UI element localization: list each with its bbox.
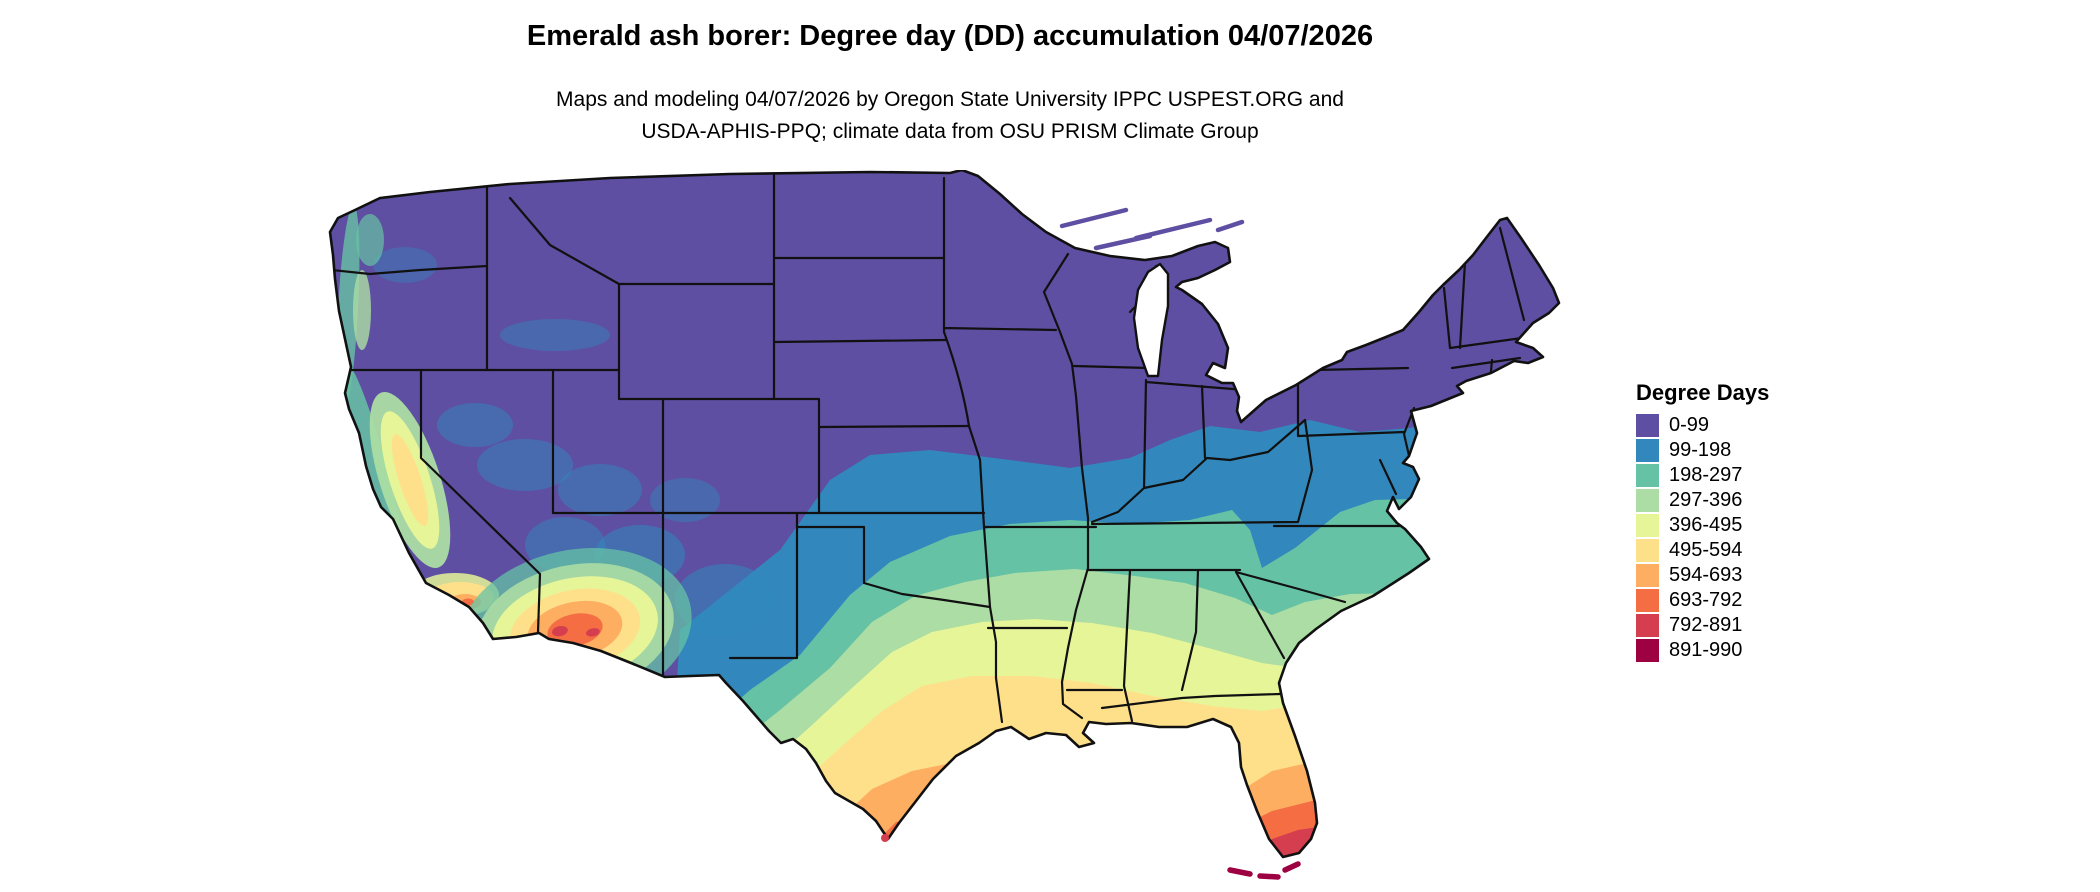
legend-swatch bbox=[1636, 564, 1659, 587]
us-outline bbox=[328, 168, 1561, 859]
legend-swatch bbox=[1636, 414, 1659, 437]
south-texas-hot-spot bbox=[881, 834, 889, 842]
canadian-shoreline-slivers bbox=[1059, 207, 1245, 251]
lake-michigan bbox=[1132, 262, 1170, 378]
legend-entry: 792-891 bbox=[1636, 613, 1769, 638]
california-central-valley bbox=[369, 392, 451, 568]
legend-label: 0-99 bbox=[1669, 414, 1710, 436]
us-map-container bbox=[310, 168, 1595, 885]
subtitle-line-1: Maps and modeling 04/07/2026 by Oregon S… bbox=[556, 88, 1344, 111]
band-693-792 bbox=[842, 798, 1559, 857]
legend-entry: 198-297 bbox=[1636, 463, 1769, 488]
us-degree-day-map bbox=[328, 168, 1561, 880]
page-title: Emerald ash borer: Degree day (DD) accum… bbox=[526, 20, 1374, 52]
legend-swatch bbox=[1636, 614, 1659, 637]
legend-swatch bbox=[1636, 639, 1659, 662]
legend-entry: 594-693 bbox=[1636, 563, 1769, 588]
legend-label: 792-891 bbox=[1669, 614, 1743, 636]
map-subtitle: Maps and modeling 04/07/2026 by Oregon S… bbox=[0, 84, 1900, 148]
legend-swatch bbox=[1636, 539, 1659, 562]
subtitle-line-2: USDA-APHIS-PPQ; climate data from OSU PR… bbox=[641, 120, 1259, 143]
legend-label: 594-693 bbox=[1669, 564, 1743, 586]
legend-label: 891-990 bbox=[1669, 639, 1743, 661]
legend-swatch bbox=[1636, 489, 1659, 512]
state-borders-west bbox=[330, 173, 992, 677]
legend-label: 198-297 bbox=[1669, 464, 1743, 486]
legend-swatch bbox=[1636, 464, 1659, 487]
legend-entry: 495-594 bbox=[1636, 538, 1769, 563]
legend-entry: 297-396 bbox=[1636, 488, 1769, 513]
legend-rows: 0-99 99-198 198-297 297-396 396-495 495-594 59… bbox=[1636, 413, 1769, 663]
florida-keys bbox=[1227, 861, 1301, 880]
legend-entry: 0-99 bbox=[1636, 413, 1769, 438]
legend-label: 495-594 bbox=[1669, 539, 1743, 561]
legend-entry: 396-495 bbox=[1636, 513, 1769, 538]
legend-entry: 99-198 bbox=[1636, 438, 1769, 463]
legend-swatch bbox=[1636, 439, 1659, 462]
legend-label: 297-396 bbox=[1669, 489, 1743, 511]
legend-label: 99-198 bbox=[1669, 439, 1732, 461]
state-borders-east bbox=[1086, 226, 1526, 723]
band-594-693 bbox=[802, 759, 1559, 857]
legend-entry: 891-990 bbox=[1636, 638, 1769, 663]
legend-entry: 693-792 bbox=[1636, 588, 1769, 613]
legend-swatch bbox=[1636, 589, 1659, 612]
legend-swatch bbox=[1636, 514, 1659, 537]
legend-label: 396-495 bbox=[1669, 514, 1743, 536]
legend: Degree Days 0-99 99-198 198-297 297-396 396-… bbox=[1636, 380, 1769, 663]
legend-label: 693-792 bbox=[1669, 589, 1743, 611]
band-792-891 bbox=[858, 822, 1559, 857]
legend-title: Degree Days bbox=[1636, 380, 1770, 405]
state-borders-central bbox=[942, 176, 1307, 724]
